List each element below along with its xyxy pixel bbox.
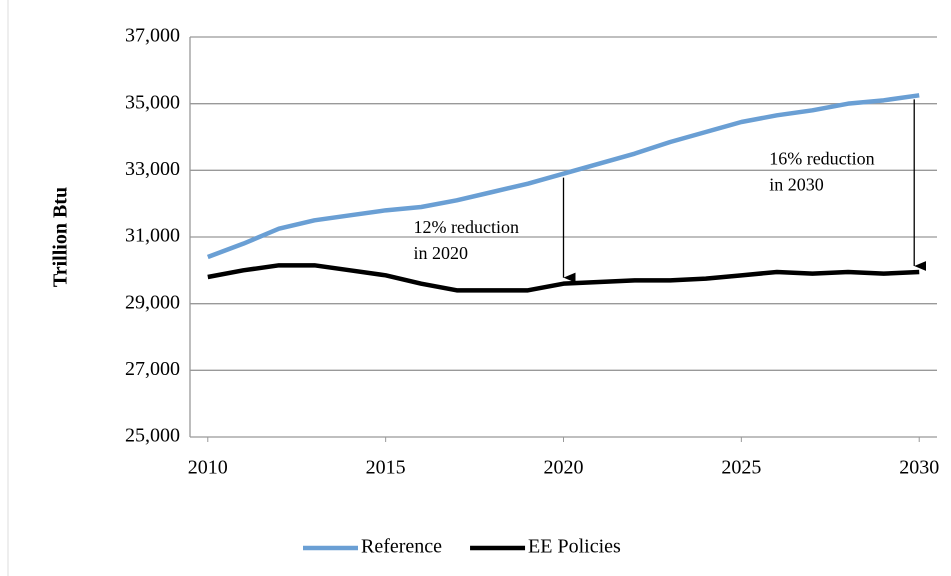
y-tick-label: 33,000 — [125, 158, 180, 180]
y-tick-label: 31,000 — [125, 225, 180, 247]
y-tick-label: 25,000 — [125, 425, 180, 447]
series-line — [207, 263, 920, 293]
x-tick-label: 2025 — [721, 457, 761, 479]
x-tick-label: 2030 — [899, 457, 939, 479]
y-tick-label: 37,000 — [125, 25, 180, 47]
y-axis-label: Trillion Btu — [50, 187, 72, 287]
y-tick-label: 29,000 — [125, 291, 180, 313]
legend-label: EE Policies — [528, 536, 621, 558]
y-tick-label: 27,000 — [125, 358, 180, 380]
x-tick-label: 2015 — [366, 457, 406, 479]
x-tick-label: 2010 — [188, 457, 228, 479]
series-line — [206, 93, 920, 260]
y-tick-label: 35,000 — [125, 91, 180, 113]
x-tick-label: 2020 — [544, 457, 584, 479]
annotation-text: in 2020 — [414, 243, 469, 263]
legend-label: Reference — [361, 536, 442, 558]
annotation-text: in 2030 — [769, 174, 824, 194]
annotation-text: 12% reduction — [414, 217, 519, 237]
annotation-text: 16% reduction — [769, 148, 874, 168]
